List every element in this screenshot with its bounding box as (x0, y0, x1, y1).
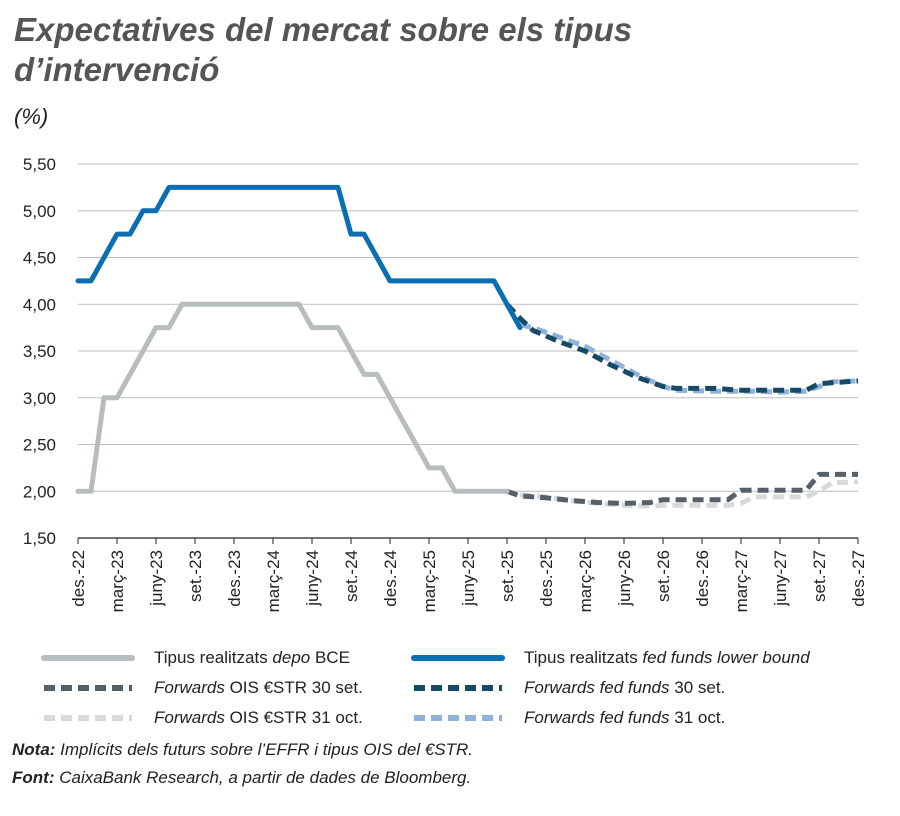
x-tick-label: set.-26 (654, 550, 673, 602)
chart-title: Expectatives del mercat sobre els tipus … (14, 10, 714, 90)
legend-label-suffix: 31 oct. (669, 708, 726, 727)
legend-label-prefix: Tipus realitzats (154, 648, 273, 667)
legend-label: Forwards fed funds 30 set. (524, 678, 725, 698)
y-tick-label: 5,00 (23, 202, 56, 221)
legend-label-suffix: OIS €STR 31 oct. (224, 708, 363, 727)
series-line (75, 301, 510, 494)
series-line (505, 302, 859, 393)
legend-swatch (414, 685, 502, 691)
legend-swatch (411, 655, 505, 661)
legend-label-suffix: OIS €STR 30 set. (224, 678, 363, 697)
legend-label-emphasis: Forwards (154, 678, 225, 697)
unit-label: (%) (14, 104, 49, 129)
y-tick-label: 2,00 (23, 482, 56, 501)
legend-label-prefix: Tipus realitzats (524, 648, 643, 667)
legend-label: Tipus realitzats depo BCE (154, 648, 350, 668)
x-tick-label: des.-27 (849, 550, 868, 607)
legend-label-emphasis: Forwards fed funds (524, 708, 670, 727)
x-tick-label: març-23 (108, 550, 127, 612)
y-tick-label: 4,00 (23, 295, 56, 314)
legend-label: Forwards OIS €STR 30 set. (154, 678, 363, 698)
x-tick-label: març-24 (264, 550, 283, 612)
x-tick-label: des.-22 (69, 550, 88, 607)
legend-item: Forwards OIS €STR 30 set. (40, 676, 363, 700)
y-tick-label: 1,50 (23, 529, 56, 548)
y-tick-label: 4,50 (23, 249, 56, 268)
series-line (75, 184, 523, 331)
x-tick-label: des.-26 (693, 550, 712, 607)
line-chart: 1,50 2,00 2,50 3,00 3,50 4,00 4,50 5,00 5,50 des.… (23, 155, 868, 612)
x-tick-label: set.-24 (342, 550, 361, 602)
legend-item: Tipus realitzats fed funds lower bound (410, 646, 810, 670)
legend-swatch (44, 715, 132, 721)
x-tick-label: juny-26 (615, 550, 634, 607)
series-line (519, 322, 859, 395)
title-line-2: d’intervenció (14, 51, 220, 88)
legend-item: Forwards OIS €STR 31 oct. (40, 706, 363, 730)
legend-label-suffix: 30 set. (669, 678, 726, 697)
legend-label-emphasis: Forwards fed funds (524, 678, 670, 697)
legend-swatch (414, 715, 502, 721)
source: Font: CaixaBank Research, a partir de da… (12, 768, 471, 788)
title-line-1: Expectatives del mercat sobre els tipus (14, 11, 633, 48)
source-text: CaixaBank Research, a partir de dades de… (54, 768, 472, 787)
x-tick-label: set.-27 (810, 550, 829, 602)
y-tick-label: 3,50 (23, 342, 56, 361)
source-label: Font: (12, 768, 55, 787)
x-tick-label: març-25 (420, 550, 439, 612)
legend-label: Forwards OIS €STR 31 oct. (154, 708, 363, 728)
legend-label-suffix: BCE (310, 648, 350, 667)
x-tick-label: juny-23 (147, 550, 166, 607)
note-text: Implícits dels futurs sobre l’EFFR i tip… (55, 740, 474, 759)
x-tick-label: set.-23 (186, 550, 205, 602)
x-tick-label: març-27 (732, 550, 751, 612)
legend-label-emphasis: fed funds lower bound (642, 648, 810, 667)
series-line (506, 471, 858, 506)
legend-item: Forwards fed funds 31 oct. (410, 706, 725, 730)
y-tick-label: 2,50 (23, 436, 56, 455)
x-tick-label: juny-27 (771, 550, 790, 607)
y-tick-label: 5,50 (23, 155, 56, 174)
legend-swatch (44, 685, 132, 691)
legend-swatch (41, 655, 135, 661)
note: Nota: Implícits dels futurs sobre l’EFFR… (12, 740, 473, 760)
legend-label-emphasis: depo (272, 648, 311, 667)
x-tick-label: juny-25 (459, 550, 478, 607)
x-tick-label: des.-23 (225, 550, 244, 607)
x-tick-label: set.-25 (498, 550, 517, 602)
legend-item: Forwards fed funds 30 set. (410, 676, 725, 700)
legend-label: Forwards fed funds 31 oct. (524, 708, 725, 728)
x-tick-label: juny-24 (303, 550, 322, 607)
legend-label-emphasis: Forwards (154, 708, 225, 727)
legend-label: Tipus realitzats fed funds lower bound (524, 648, 810, 668)
x-tick-label: des.-25 (537, 550, 556, 607)
x-tick-label: març-26 (576, 550, 595, 612)
y-tick-label: 3,00 (23, 389, 56, 408)
note-label: Nota: (12, 740, 56, 759)
x-tick-label: des.-24 (381, 550, 400, 607)
legend-item: Tipus realitzats depo BCE (40, 646, 350, 670)
